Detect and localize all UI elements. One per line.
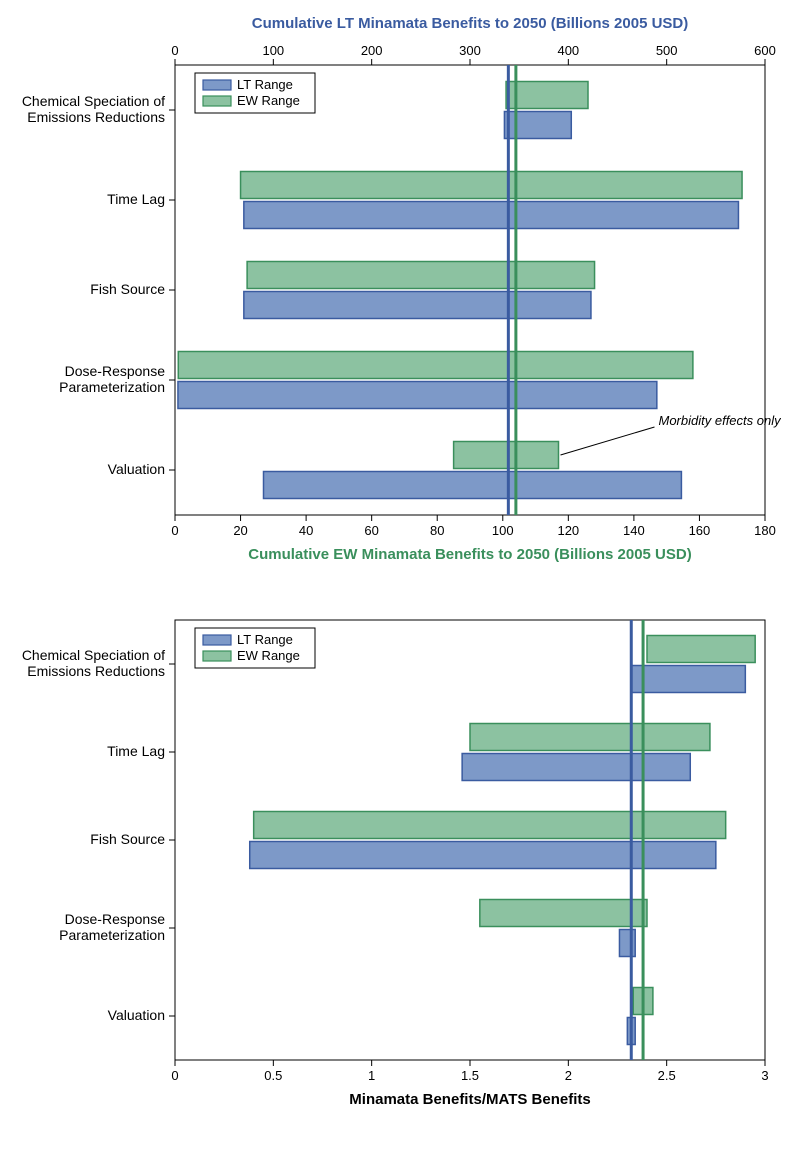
bottom-tick: 160	[689, 523, 711, 538]
bottom-tick: 60	[364, 523, 378, 538]
top-tick: 500	[656, 43, 678, 58]
bottom-tick: 40	[299, 523, 313, 538]
category-label: Chemical Speciation of	[22, 647, 165, 663]
x-axis-title: Minamata Benefits/MATS Benefits	[349, 1091, 590, 1108]
bottom-tick: 140	[623, 523, 645, 538]
legend-label-lt: LT Range	[237, 77, 293, 92]
top-axis-title: Cumulative LT Minamata Benefits to 2050 …	[252, 15, 689, 32]
lt-bar	[250, 842, 716, 869]
top-chart-svg: 0 20 40 60 80 100 120 140 160 180 0 100 200 300 400 500…	[10, 10, 781, 570]
lt-bar	[178, 382, 657, 409]
bottom-chart: 0 0.5 1 1.5 2 2.5 3 Minamata Benefits/MATS Bene…	[10, 600, 791, 1120]
ew-bar	[480, 900, 647, 927]
category-label: Fish Source	[90, 281, 165, 297]
x-tick: 3	[761, 1068, 768, 1083]
category-label: Parameterization	[59, 927, 165, 943]
lt-bar	[462, 754, 690, 781]
category-label: Emissions Reductions	[27, 663, 165, 679]
top-tick: 400	[557, 43, 579, 58]
category-label: Parameterization	[59, 379, 165, 395]
ew-bar	[470, 724, 710, 751]
x-tick: 2.5	[658, 1068, 676, 1083]
top-tick: 300	[459, 43, 481, 58]
category-label: Valuation	[108, 461, 165, 477]
bottom-tick: 80	[430, 523, 444, 538]
legend-swatch-lt	[203, 80, 231, 90]
top-tick: 600	[754, 43, 776, 58]
ew-bar	[241, 172, 743, 199]
ew-bar	[647, 636, 755, 663]
category-label: Chemical Speciation of	[22, 93, 165, 109]
x-tick: 1.5	[461, 1068, 479, 1083]
legend-swatch-lt	[203, 635, 231, 645]
top-tick: 0	[171, 43, 178, 58]
legend-label-ew: EW Range	[237, 648, 300, 663]
ew-bar	[454, 442, 559, 469]
category-label: Dose-Response	[65, 911, 166, 927]
top-tick: 100	[262, 43, 284, 58]
category-label: Time Lag	[107, 191, 165, 207]
category-label: Dose-Response	[65, 363, 166, 379]
category-label: Fish Source	[90, 831, 165, 847]
lt-bar	[619, 930, 635, 957]
x-tick: 0	[171, 1068, 178, 1083]
category-label: Time Lag	[107, 743, 165, 759]
lt-bar	[264, 472, 682, 499]
top-tick: 200	[361, 43, 383, 58]
bottom-tick: 100	[492, 523, 514, 538]
lt-bar	[631, 666, 745, 693]
legend-label-lt: LT Range	[237, 632, 293, 647]
x-tick: 1	[368, 1068, 375, 1083]
annotation-leader	[561, 427, 655, 455]
category-label: Emissions Reductions	[27, 109, 165, 125]
bottom-tick: 180	[754, 523, 776, 538]
lt-bar	[244, 292, 591, 319]
bottom-axis-title: Cumulative EW Minamata Benefits to 2050 …	[248, 546, 691, 563]
annotation-text: Morbidity effects only	[659, 413, 782, 428]
bottom-tick: 20	[233, 523, 247, 538]
lt-bar	[244, 202, 739, 229]
top-chart: 0 20 40 60 80 100 120 140 160 180 0 100 200 300 400 500…	[10, 10, 791, 570]
ew-bar	[254, 812, 726, 839]
bottom-tick: 0	[171, 523, 178, 538]
bottom-tick: 120	[557, 523, 579, 538]
legend-swatch-ew	[203, 96, 231, 106]
x-tick: 0.5	[264, 1068, 282, 1083]
ew-bar	[178, 352, 693, 379]
bottom-chart-svg: 0 0.5 1 1.5 2 2.5 3 Minamata Benefits/MATS Bene…	[10, 600, 781, 1120]
category-label: Valuation	[108, 1007, 165, 1023]
x-tick: 2	[565, 1068, 572, 1083]
legend-swatch-ew	[203, 651, 231, 661]
legend-label-ew: EW Range	[237, 93, 300, 108]
ew-bar	[247, 262, 594, 289]
ew-bar	[506, 82, 588, 109]
